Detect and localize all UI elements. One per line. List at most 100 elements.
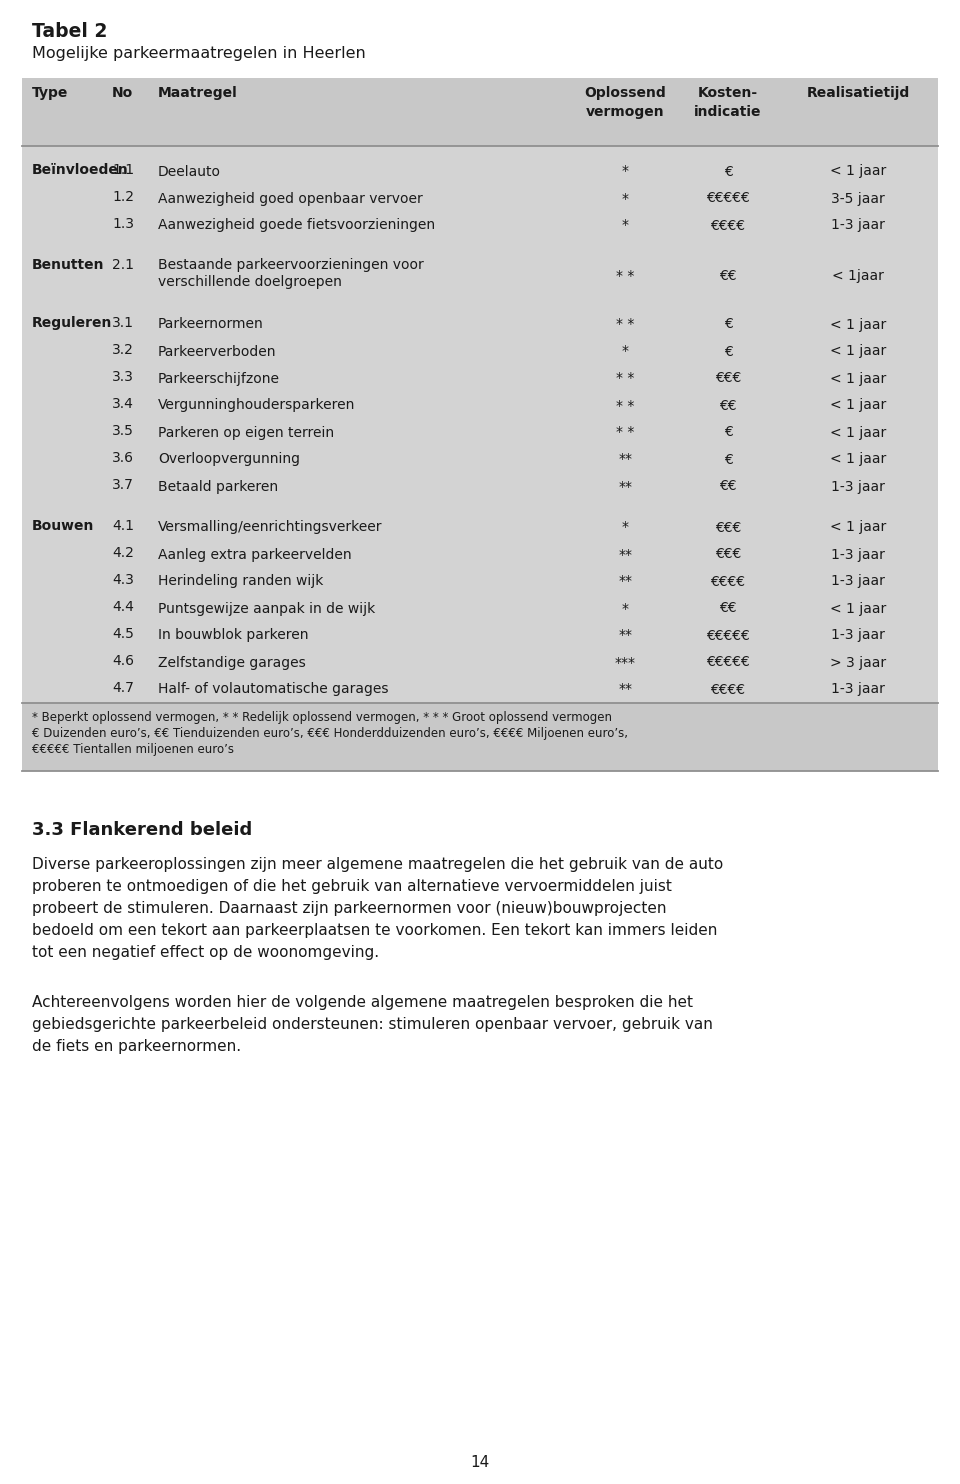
Text: €: € [724, 453, 732, 466]
Text: Betaald parkeren: Betaald parkeren [158, 479, 278, 494]
Text: Herindeling randen wijk: Herindeling randen wijk [158, 574, 324, 589]
Text: 4.5: 4.5 [112, 628, 133, 641]
Text: 4.1: 4.1 [112, 519, 134, 533]
Text: Half- of volautomatische garages: Half- of volautomatische garages [158, 683, 389, 696]
Text: 3.5: 3.5 [112, 424, 133, 438]
Text: Maatregel: Maatregel [158, 86, 238, 99]
Text: probeert de stimuleren. Daarnaast zijn parkeernormen voor (nieuw)bouwprojecten: probeert de stimuleren. Daarnaast zijn p… [32, 901, 666, 916]
Text: 14: 14 [470, 1454, 490, 1471]
Text: €: € [724, 344, 732, 359]
Text: Diverse parkeeroplossingen zijn meer algemene maatregelen die het gebruik van de: Diverse parkeeroplossingen zijn meer alg… [32, 856, 723, 873]
Text: < 1 jaar: < 1 jaar [829, 601, 886, 616]
Text: €€€€: €€€€ [710, 218, 746, 233]
Text: 3.2: 3.2 [112, 343, 133, 358]
Text: Zelfstandige garages: Zelfstandige garages [158, 656, 305, 669]
Text: **: ** [618, 453, 633, 466]
Text: < 1 jaar: < 1 jaar [829, 426, 886, 439]
Text: **: ** [618, 574, 633, 589]
Text: 3.1: 3.1 [112, 316, 134, 329]
Text: de fiets en parkeernormen.: de fiets en parkeernormen. [32, 1039, 241, 1054]
Text: gebiedsgerichte parkeerbeleid ondersteunen: stimuleren openbaar vervoer, gebruik: gebiedsgerichte parkeerbeleid ondersteun… [32, 1017, 713, 1031]
Text: < 1 jaar: < 1 jaar [829, 165, 886, 178]
Text: Type: Type [32, 86, 68, 99]
Text: 4.7: 4.7 [112, 681, 133, 695]
Text: €€: €€ [719, 479, 736, 494]
Text: tot een negatief effect op de woonomgeving.: tot een negatief effect op de woonomgevi… [32, 945, 379, 960]
Text: €: € [724, 165, 732, 178]
Text: **: ** [618, 479, 633, 494]
Bar [22, 703, 938, 772]
Text: 3-5 jaar: 3-5 jaar [831, 191, 885, 205]
Bar [22, 79, 938, 145]
Text: 4.2: 4.2 [112, 546, 133, 559]
Text: < 1 jaar: < 1 jaar [829, 453, 886, 466]
Text: €€€€€: €€€€€ [707, 656, 750, 669]
Text: < 1 jaar: < 1 jaar [829, 344, 886, 359]
Text: Kosten-
indicatie: Kosten- indicatie [694, 86, 761, 119]
Text: Aanwezigheid goed openbaar vervoer: Aanwezigheid goed openbaar vervoer [158, 191, 422, 205]
Text: Reguleren: Reguleren [32, 316, 112, 329]
Text: *: * [622, 218, 629, 233]
Text: Mogelijke parkeermaatregelen in Heerlen: Mogelijke parkeermaatregelen in Heerlen [32, 46, 366, 61]
Text: 1.2: 1.2 [112, 190, 134, 203]
Text: 1-3 jaar: 1-3 jaar [831, 218, 885, 233]
Text: €€€: €€€ [715, 521, 741, 534]
Text: * *: * * [616, 426, 635, 439]
Text: Parkeerverboden: Parkeerverboden [158, 344, 276, 359]
Text: Bestaande parkeervoorzieningen voor: Bestaande parkeervoorzieningen voor [158, 258, 423, 272]
Text: 3.4: 3.4 [112, 398, 133, 411]
Text: Deelauto: Deelauto [158, 165, 221, 178]
Text: €€€€€: €€€€€ [707, 629, 750, 643]
Text: 4.6: 4.6 [112, 654, 134, 668]
Text: Oplossend
vermogen: Oplossend vermogen [585, 86, 666, 119]
Text: *: * [622, 165, 629, 178]
Text: Beïnvloeden: Beïnvloeden [32, 163, 129, 177]
Text: **: ** [618, 548, 633, 561]
Text: €€: €€ [719, 399, 736, 413]
Text: 3.3: 3.3 [112, 370, 133, 384]
Text: < 1 jaar: < 1 jaar [829, 521, 886, 534]
Text: ***: *** [615, 656, 636, 669]
Text: No: No [112, 86, 133, 99]
Text: €€€: €€€ [715, 371, 741, 386]
Text: *: * [622, 601, 629, 616]
Text: **: ** [618, 683, 633, 696]
Text: 1-3 jaar: 1-3 jaar [831, 548, 885, 561]
Text: Overloopvergunning: Overloopvergunning [158, 453, 300, 466]
Text: 1-3 jaar: 1-3 jaar [831, 629, 885, 643]
Text: €€€€: €€€€ [710, 574, 746, 589]
Text: 1-3 jaar: 1-3 jaar [831, 574, 885, 589]
Text: €€: €€ [719, 601, 736, 616]
Text: € Duizenden euro’s, €€ Tienduizenden euro’s, €€€ Honderdduizenden euro’s, €€€€ M: € Duizenden euro’s, €€ Tienduizenden eur… [32, 727, 628, 741]
Text: €: € [724, 426, 732, 439]
Text: €€€€€: €€€€€ [707, 191, 750, 205]
Text: In bouwblok parkeren: In bouwblok parkeren [158, 629, 308, 643]
Text: €€: €€ [719, 269, 736, 283]
Text: 3.6: 3.6 [112, 451, 134, 464]
Text: €€€€€ Tientallen miljoenen euro’s: €€€€€ Tientallen miljoenen euro’s [32, 743, 234, 755]
Text: 1-3 jaar: 1-3 jaar [831, 683, 885, 696]
Text: < 1 jaar: < 1 jaar [829, 318, 886, 331]
Text: * Beperkt oplossend vermogen, * * Redelijk oplossend vermogen, * * * Groot oplos: * Beperkt oplossend vermogen, * * Redeli… [32, 711, 612, 724]
Text: Aanwezigheid goede fietsvoorzieningen: Aanwezigheid goede fietsvoorzieningen [158, 218, 435, 233]
Text: > 3 jaar: > 3 jaar [830, 656, 886, 669]
Text: €: € [724, 318, 732, 331]
Text: < 1 jaar: < 1 jaar [829, 399, 886, 413]
Bar [22, 145, 938, 703]
Text: Benutten: Benutten [32, 258, 105, 272]
Text: 1.1: 1.1 [112, 163, 134, 177]
Text: Achtereenvolgens worden hier de volgende algemene maatregelen besproken die het: Achtereenvolgens worden hier de volgende… [32, 994, 693, 1011]
Text: * *: * * [616, 318, 635, 331]
Text: * *: * * [616, 269, 635, 283]
Text: Puntsgewijze aanpak in de wijk: Puntsgewijze aanpak in de wijk [158, 601, 375, 616]
Text: 2.1: 2.1 [112, 258, 134, 272]
Text: Bouwen: Bouwen [32, 519, 94, 533]
Bar [22, 79, 938, 145]
Text: verschillende doelgroepen: verschillende doelgroepen [158, 275, 342, 289]
Text: Tabel 2: Tabel 2 [32, 22, 108, 42]
Text: Realisatietijd: Realisatietijd [806, 86, 910, 99]
Text: €€€: €€€ [715, 548, 741, 561]
Text: 1-3 jaar: 1-3 jaar [831, 479, 885, 494]
Text: Aanleg extra parkeervelden: Aanleg extra parkeervelden [158, 548, 351, 561]
Text: Versmalling/eenrichtingsverkeer: Versmalling/eenrichtingsverkeer [158, 521, 382, 534]
